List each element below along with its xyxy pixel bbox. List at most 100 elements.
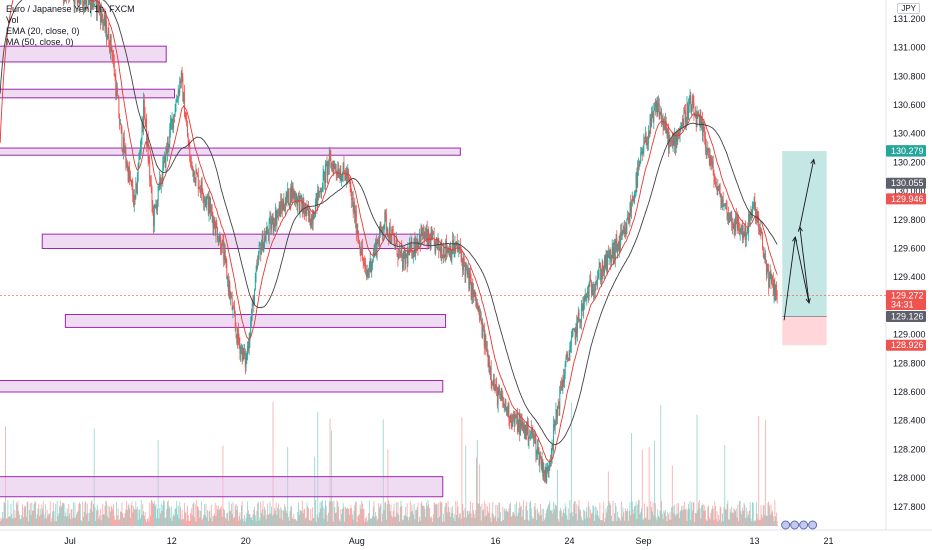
volume-bar [9, 517, 11, 526]
volume-bar [288, 520, 290, 526]
price-label[interactable]: 129.946 [891, 194, 924, 204]
candle-body [637, 167, 639, 188]
candle-body [717, 185, 719, 191]
candle-body [600, 275, 602, 281]
volume-bar [82, 516, 84, 526]
candle-body [487, 351, 489, 367]
symbol-title[interactable]: Euro / Japanese Yen, 1h, FXCM [6, 4, 135, 14]
volume-bar [767, 503, 769, 526]
volume-bar [419, 516, 420, 526]
volume-bar [654, 440, 656, 526]
support-resistance-zone[interactable] [0, 88, 176, 99]
candle-body [205, 199, 207, 205]
price-label[interactable]: 130.279 [891, 146, 924, 156]
candle-body [730, 211, 732, 218]
volume-bar [187, 505, 188, 526]
candle-body [590, 281, 592, 291]
projection-line[interactable] [783, 236, 796, 321]
support-resistance-zone[interactable] [41, 233, 430, 249]
candle-body [341, 175, 343, 181]
currency-badge[interactable]: JPY [897, 3, 920, 14]
volume-bar [349, 508, 351, 526]
support-resistance-zone[interactable] [0, 476, 444, 498]
price-label[interactable]: 34:31 [891, 299, 914, 309]
price-label[interactable]: 130.055 [891, 178, 924, 188]
candle-body [321, 191, 323, 194]
projection-line[interactable] [799, 159, 815, 228]
candle-body [163, 154, 165, 161]
volume-bar [109, 511, 111, 526]
economic-event-marker[interactable] [808, 520, 818, 530]
candle-body [527, 421, 529, 441]
candle-body [128, 168, 130, 181]
candle-body [240, 348, 242, 354]
volume-bar [233, 518, 235, 526]
volume-bar [520, 506, 521, 526]
volume-bar [602, 513, 604, 526]
candle-body [557, 406, 558, 418]
volume-bar [678, 518, 680, 526]
volume-bar [177, 514, 178, 526]
volume-bar [40, 514, 42, 526]
projection-line[interactable] [799, 226, 810, 304]
volume-bar [79, 502, 81, 526]
volume-bar [59, 500, 61, 526]
volume-bar [658, 515, 659, 526]
volume-bar [193, 517, 195, 526]
ema-indicator-label[interactable]: EMA (20, close, 0) [6, 26, 80, 36]
candle-body [246, 356, 248, 358]
candle-body [674, 134, 676, 148]
price-label[interactable]: 128.926 [891, 340, 924, 350]
volume-bar [315, 521, 317, 526]
volume-bar [290, 506, 292, 526]
economic-event-marker[interactable] [781, 520, 791, 530]
volume-bar [327, 521, 329, 526]
support-resistance-zone[interactable] [0, 45, 167, 63]
y-tick-label: 129.800 [893, 215, 926, 225]
volume-bar [726, 504, 728, 526]
candle-body [238, 339, 240, 344]
candle-body [253, 297, 255, 305]
support-resistance-zone[interactable] [64, 314, 447, 328]
position-stop-area[interactable] [782, 316, 827, 346]
volume-bar [345, 506, 346, 526]
candle-body [334, 164, 336, 165]
volume-bar [185, 512, 187, 526]
candle-body [212, 216, 214, 229]
candle-body [83, 0, 85, 8]
position-target-area[interactable] [782, 151, 827, 317]
volume-bar [45, 518, 47, 526]
candle-body [221, 240, 223, 254]
support-resistance-zone[interactable] [0, 147, 461, 156]
volume-bar [749, 502, 751, 526]
ma-indicator-label[interactable]: MA (50, close, 0) [6, 37, 74, 47]
candle-body [536, 447, 538, 454]
economic-event-marker[interactable] [790, 520, 800, 530]
projection-line[interactable] [794, 236, 810, 304]
volume-bar [227, 512, 229, 526]
price-label[interactable]: 129.272 [891, 291, 924, 301]
support-resistance-zone[interactable] [0, 380, 444, 393]
candle-body [569, 348, 571, 361]
candle-body [126, 164, 128, 167]
candle-body [473, 289, 475, 298]
candle-body [646, 142, 648, 146]
price-label[interactable]: 129.126 [891, 312, 924, 322]
candle-body [234, 308, 235, 316]
vol-indicator-label[interactable]: Vol [6, 15, 19, 25]
volume-bar [631, 433, 632, 526]
volume-bar [76, 512, 78, 526]
volume-bar [382, 513, 383, 526]
volume-bar [188, 520, 190, 526]
volume-bar [207, 510, 208, 526]
candle-body [772, 280, 774, 296]
candle-body [763, 255, 765, 257]
candle-body [341, 180, 343, 181]
economic-event-marker[interactable] [799, 520, 809, 530]
volume-bar [225, 519, 227, 526]
candle-body [287, 188, 289, 199]
volume-bar [190, 512, 192, 526]
volume-bar [163, 501, 165, 526]
candle-body [535, 438, 537, 455]
